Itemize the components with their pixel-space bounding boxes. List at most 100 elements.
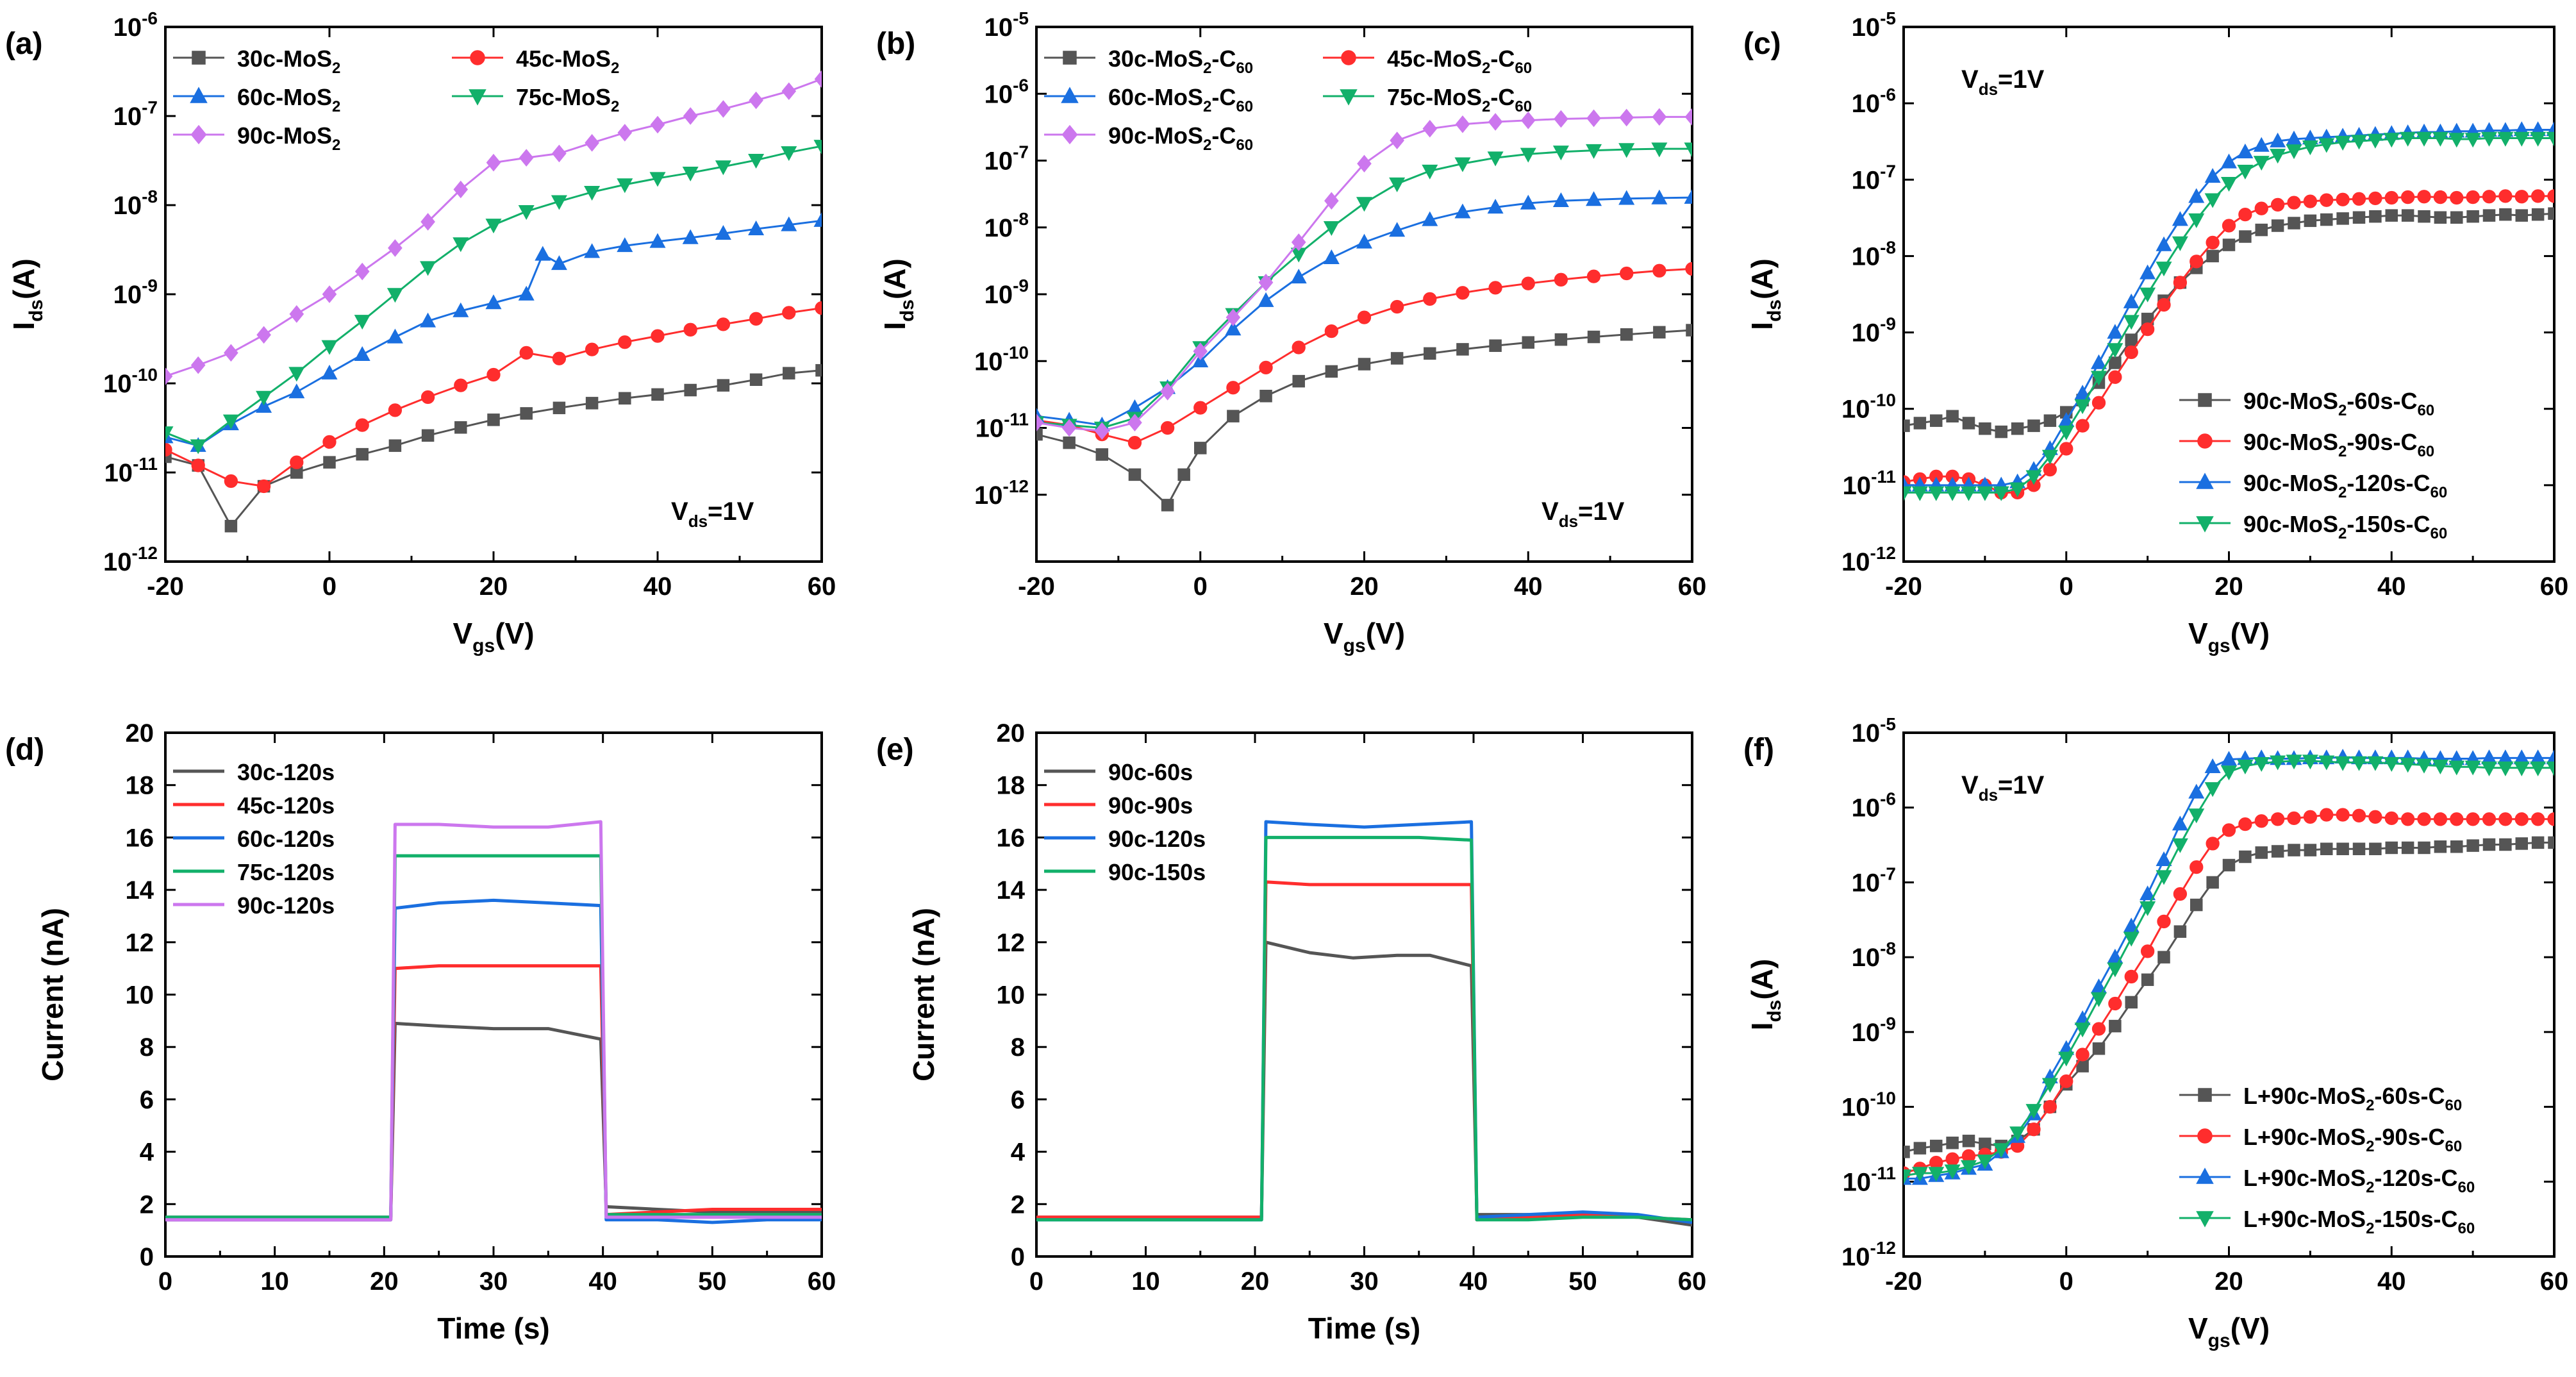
legend-label-sub: 60 — [2430, 525, 2447, 542]
y-tick-label: 10-12 — [103, 543, 158, 576]
data-point — [224, 344, 238, 362]
data-point — [2075, 1047, 2090, 1062]
x-tick-label: 10 — [260, 1267, 289, 1296]
y-tick-label: 10 — [997, 981, 1026, 1010]
data-point — [288, 383, 305, 399]
data-point — [1586, 191, 1602, 206]
data-point — [618, 335, 632, 349]
legend-label-part: 90c-150s — [1108, 859, 1206, 885]
y-tick-exponent: -10 — [1870, 390, 1896, 410]
y-axis-label-main: Current (nA) — [36, 908, 69, 1081]
y-tick-label: 10-11 — [976, 410, 1029, 443]
data-point — [1356, 197, 1373, 212]
x-tick-label: -20 — [1885, 1267, 1922, 1296]
data-point — [682, 166, 699, 181]
data-point — [2027, 1122, 2041, 1137]
data-point — [2043, 462, 2057, 477]
vds-annotation: Vds=1V — [1961, 771, 2045, 805]
y-tick-exponent: -10 — [132, 365, 158, 385]
data-point — [1930, 1139, 1943, 1153]
legend-marker — [2197, 433, 2213, 449]
data-point — [1454, 157, 1471, 172]
legend-label-sub: 60 — [2417, 402, 2434, 419]
data-point — [2498, 189, 2513, 203]
x-axis-label: Vgs(V) — [2188, 1312, 2270, 1351]
data-point — [2206, 876, 2219, 889]
y-tick-base: 10 — [1852, 90, 1881, 118]
vds-annotation-tail: =1V — [708, 497, 754, 526]
y-axis-label: Current (nA) — [36, 908, 69, 1081]
data-point — [2352, 192, 2366, 206]
legend-entry: 90c-MoS2-C60 — [1044, 122, 1253, 154]
data-point — [2547, 812, 2554, 826]
data-point — [1618, 190, 1635, 205]
data-point — [2125, 996, 2138, 1009]
data-point — [1193, 342, 1208, 360]
data-point — [2107, 324, 2123, 339]
series-3 — [1904, 131, 2554, 501]
data-point — [650, 115, 665, 134]
legend-label: L+90c-MoS2-60s-C60 — [2243, 1083, 2462, 1114]
x-axis-label-main: V — [2188, 617, 2208, 650]
legend-entry: 60c-120s — [173, 826, 335, 852]
data-point — [1552, 192, 1569, 208]
legend-label-sub: 2 — [332, 137, 340, 154]
legend-entry: 75c-MoS2 — [452, 84, 619, 115]
data-point — [535, 246, 551, 261]
vds-annotation-sub: ds — [1559, 512, 1578, 531]
y-tick-label: 10-7 — [985, 142, 1029, 176]
data-point — [2367, 133, 2384, 149]
x-tick-label: 30 — [479, 1267, 508, 1296]
legend-label: 30c-MoS2 — [237, 46, 340, 77]
data-point — [1904, 1169, 1912, 1185]
data-point — [1930, 414, 1943, 427]
y-tick-label: 0 — [140, 1243, 154, 1271]
data-point — [2237, 143, 2254, 158]
data-point — [2204, 168, 2221, 183]
data-point — [2482, 838, 2496, 851]
data-point — [2401, 841, 2414, 855]
y-tick-base: 10 — [1843, 1168, 1872, 1196]
data-point — [1520, 111, 1536, 129]
data-point — [683, 322, 697, 337]
vds-annotation-sub: ds — [1979, 79, 1998, 99]
data-point — [2091, 1022, 2106, 1036]
data-point — [1160, 382, 1175, 401]
data-point — [2108, 996, 2122, 1011]
legend-label-part: 90c-MoS — [237, 122, 332, 149]
y-tick-label: 2 — [140, 1190, 154, 1219]
legend-marker — [2196, 472, 2214, 489]
data-point — [1684, 188, 1692, 204]
legend-marker — [1341, 50, 1356, 65]
data-point — [2109, 1019, 2122, 1033]
x-tick-label: -20 — [1885, 572, 1922, 601]
data-point — [2288, 217, 2300, 230]
legend-label-part: 30c-120s — [237, 759, 335, 785]
x-tick-label: 40 — [588, 1267, 617, 1296]
data-point — [2172, 211, 2188, 226]
data-point — [619, 392, 631, 405]
data-point — [815, 301, 822, 315]
y-tick-label: 10-9 — [985, 276, 1029, 309]
y-tick-label: 6 — [1011, 1086, 1025, 1114]
data-point — [1586, 144, 1602, 159]
data-point — [2383, 133, 2400, 148]
data-point — [1977, 486, 1993, 501]
data-point — [2480, 131, 2498, 147]
data-point — [485, 219, 502, 234]
data-point — [224, 474, 238, 488]
data-point — [1036, 428, 1043, 441]
y-tick-label: 10-8 — [113, 187, 158, 220]
data-point — [1291, 233, 1306, 251]
y-tick-exponent: -11 — [1004, 410, 1029, 430]
x-tick-label: 40 — [644, 572, 672, 601]
legend-label-part: -120s-C — [2347, 470, 2430, 496]
x-axis-label-sub: gs — [472, 635, 495, 656]
legend-label-sub: 2 — [2366, 1097, 2374, 1114]
data-point — [2156, 870, 2172, 885]
y-tick-label: 10-7 — [1852, 864, 1896, 897]
data-point — [2432, 131, 2448, 147]
data-point — [815, 363, 822, 377]
y-tick-label: 4 — [1011, 1139, 1026, 1167]
data-point — [2220, 176, 2238, 192]
